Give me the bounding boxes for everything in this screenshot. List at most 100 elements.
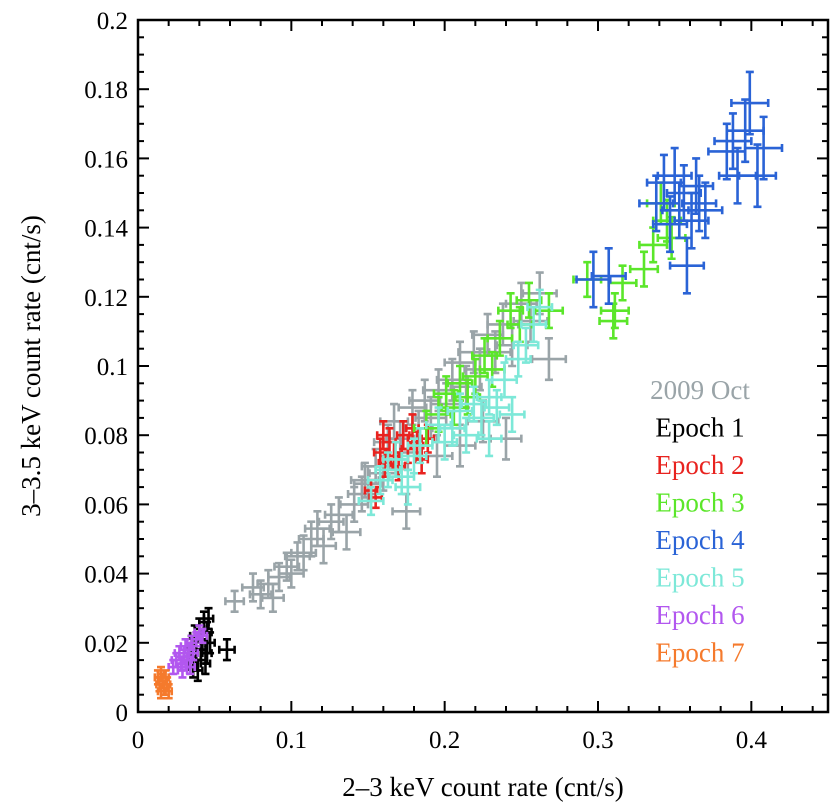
data-point — [656, 146, 693, 205]
data-point — [533, 292, 565, 330]
data-point — [414, 444, 430, 475]
data-point — [368, 454, 399, 492]
data-point — [366, 465, 394, 496]
x-tick-label: 0.2 — [429, 727, 460, 754]
series-epoch-6 — [167, 624, 209, 679]
data-point — [638, 226, 669, 264]
data-point — [498, 395, 526, 434]
data-point — [665, 164, 703, 222]
data-point — [677, 157, 715, 216]
data-point — [368, 485, 384, 510]
legend-entry: Epoch 5 — [655, 563, 744, 593]
data-point — [382, 440, 410, 479]
data-point — [590, 247, 627, 306]
data-point — [446, 392, 474, 430]
data-point — [673, 191, 710, 250]
legend-entry: Epoch 6 — [655, 600, 744, 630]
y-tick-label: 0.2 — [97, 8, 128, 35]
data-point — [290, 534, 318, 572]
data-point — [466, 399, 500, 444]
data-point — [575, 250, 612, 309]
data-point — [490, 361, 519, 399]
data-point — [391, 451, 407, 482]
data-point — [515, 281, 543, 319]
data-point — [196, 627, 209, 645]
data-point — [394, 468, 422, 506]
data-point — [737, 143, 778, 209]
data-point — [681, 174, 718, 233]
data-point — [520, 305, 548, 344]
data-point — [467, 399, 496, 437]
data-point — [598, 302, 629, 340]
data-point — [651, 195, 689, 254]
data-point — [449, 364, 483, 409]
data-point — [248, 579, 273, 610]
data-point — [331, 513, 362, 551]
data-point — [323, 496, 354, 534]
data-point — [187, 644, 200, 662]
data-point — [486, 319, 514, 357]
data-point — [497, 292, 525, 330]
data-point — [687, 181, 724, 240]
data-point — [388, 458, 416, 496]
y-tick-labels: 0 0.02 0.04 0.06 0.08 0.1 0.12 0.14 0.16 0.18 0.2 — [84, 8, 128, 727]
data-point — [193, 624, 206, 641]
data-point — [277, 558, 305, 589]
data-point — [512, 298, 549, 344]
y-tick-label: 0.06 — [84, 492, 128, 519]
x-tick-label: 0 — [132, 727, 145, 754]
data-point — [374, 451, 402, 489]
x-tick-label: 0.3 — [582, 727, 613, 754]
data-point — [224, 589, 246, 613]
series-epoch-4 — [575, 70, 784, 309]
data-point — [483, 388, 511, 427]
data-point — [202, 606, 215, 631]
data-point — [176, 662, 189, 679]
data-point — [201, 641, 213, 665]
y-tick-label: 0.02 — [84, 631, 128, 658]
y-tick-label: 0.08 — [84, 423, 128, 450]
legend-entry: 2009 Oct — [650, 375, 750, 405]
data-point — [512, 326, 540, 364]
data-point — [668, 236, 706, 295]
y-axis-title: 3–3.5 keV count rate (cnt/s) — [16, 215, 46, 517]
data-point — [607, 264, 638, 302]
data-point — [504, 281, 538, 326]
data-point — [408, 378, 442, 423]
axis-ticks — [137, 19, 828, 713]
data-point — [217, 638, 236, 662]
legend-entry: Epoch 7 — [655, 638, 744, 668]
data-point — [339, 485, 370, 523]
data-point — [526, 288, 554, 326]
series-epoch-5 — [357, 288, 554, 517]
data-point — [424, 406, 453, 444]
data-point — [461, 357, 489, 395]
legend-entry: Epoch 4 — [655, 525, 745, 555]
data-point — [303, 510, 331, 548]
data-point — [357, 485, 385, 517]
legend-entry: Epoch 1 — [655, 413, 744, 443]
x-tick-label: 0.1 — [276, 727, 307, 754]
data-point — [475, 420, 503, 458]
data-point — [730, 70, 770, 136]
data-point — [713, 112, 753, 171]
data-point — [317, 503, 345, 541]
data-point — [156, 683, 166, 700]
y-tick-label: 0.12 — [84, 285, 128, 312]
series-epoch-7 — [153, 665, 174, 700]
data-point — [460, 385, 488, 423]
y-tick-label: 0.04 — [84, 562, 128, 589]
x-tick-label: 0.4 — [736, 727, 768, 754]
series-epoch-3 — [412, 181, 687, 447]
data-points — [153, 70, 784, 700]
x-axis-title: 2–3 keV count rate (cnt/s) — [342, 772, 623, 802]
y-tick-label: 0.1 — [97, 354, 128, 381]
y-tick-label: 0.18 — [84, 77, 128, 104]
data-point — [309, 527, 338, 565]
legend-entry: Epoch 2 — [655, 450, 744, 480]
data-point — [599, 292, 630, 330]
y-tick-label: 0 — [116, 700, 129, 727]
data-point — [628, 250, 660, 288]
data-point — [438, 409, 466, 447]
data-point — [184, 658, 197, 676]
